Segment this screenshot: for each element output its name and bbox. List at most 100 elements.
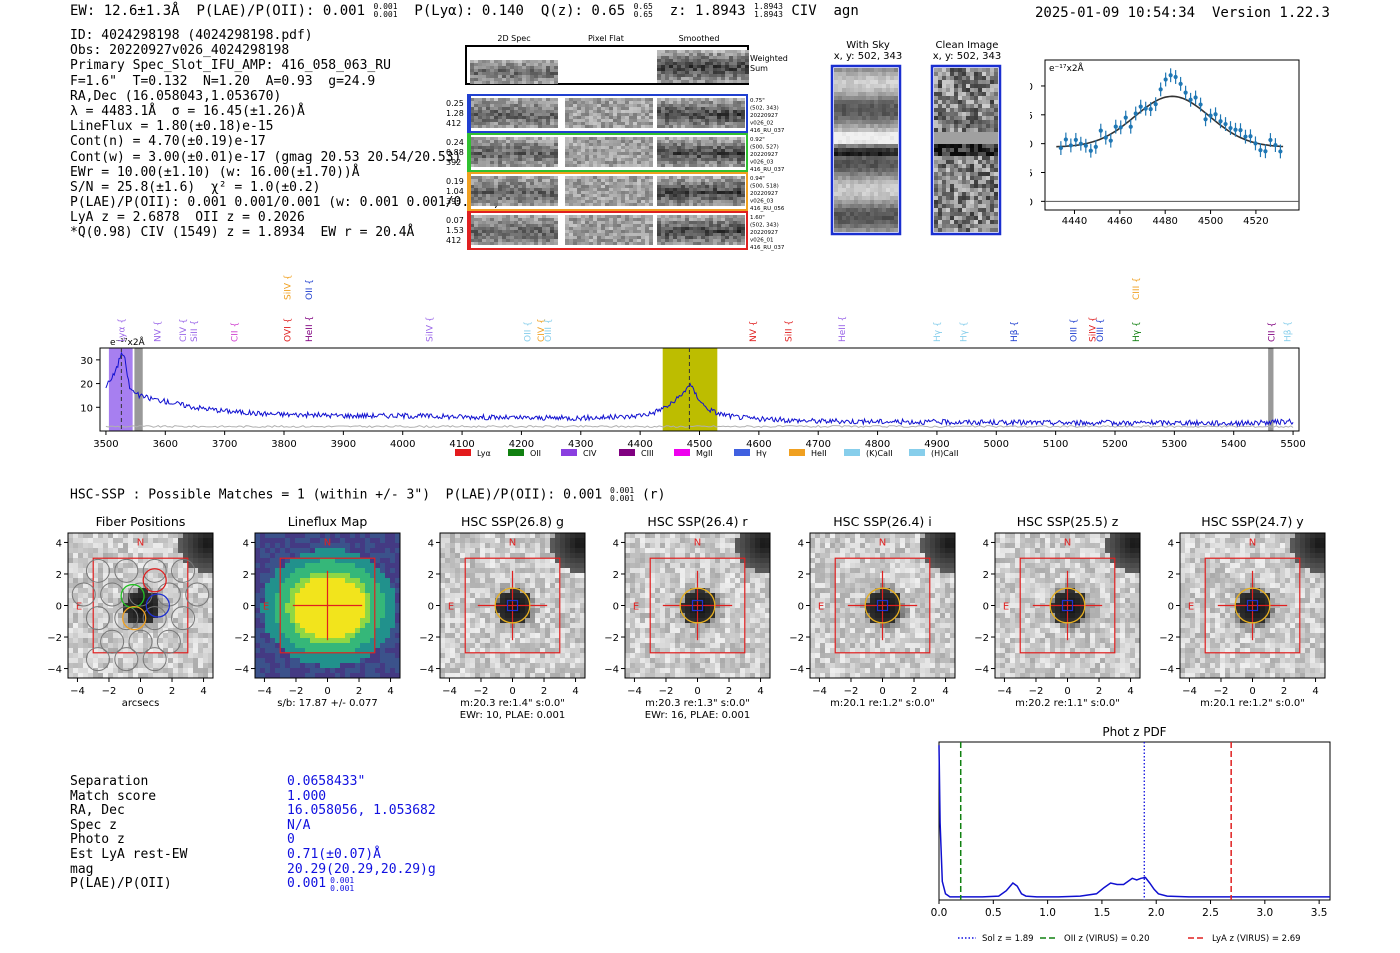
sky-pixel bbox=[886, 84, 890, 88]
sky-pixel bbox=[838, 108, 842, 112]
cutout-pixel bbox=[729, 188, 733, 191]
cutout-pixel bbox=[474, 218, 478, 221]
cutout-pixel bbox=[713, 224, 717, 227]
cutout-pixel bbox=[565, 233, 569, 236]
cutout-pixel bbox=[741, 152, 745, 155]
clean-pixel bbox=[970, 200, 974, 204]
cutout-pixel bbox=[502, 161, 506, 164]
cutout-pixel bbox=[482, 116, 486, 119]
spectra-cutouts: 2D Spec Pixel Flat SmoothedWeightedSum0.25… bbox=[446, 34, 788, 251]
header-class: agn bbox=[833, 3, 859, 19]
cutout-pixel bbox=[490, 60, 494, 63]
clean-pixel bbox=[970, 212, 974, 216]
cutout-pixel bbox=[482, 179, 486, 182]
cutout-pixel bbox=[482, 98, 486, 101]
cutout-pixel bbox=[534, 72, 538, 75]
cutout-pixel bbox=[613, 143, 617, 146]
sky-pixel bbox=[882, 72, 886, 76]
clean-pixel bbox=[958, 148, 962, 152]
cutout-pixel bbox=[721, 71, 725, 74]
cutout-pixel bbox=[709, 116, 713, 119]
cutout-pixel bbox=[661, 224, 665, 227]
sky-pixel bbox=[870, 228, 874, 232]
image-pixel bbox=[93, 558, 98, 563]
clean-pixel bbox=[950, 180, 954, 184]
cutout-pixel bbox=[546, 161, 550, 164]
image-pixel bbox=[208, 563, 213, 568]
cutout-pixel bbox=[637, 176, 641, 179]
cutout-pixel bbox=[534, 158, 538, 161]
cutout-pixel bbox=[478, 221, 482, 224]
image-pixel bbox=[68, 533, 73, 538]
cutout-pixel bbox=[673, 194, 677, 197]
cutout-pixel bbox=[506, 215, 510, 218]
sky-pixel bbox=[846, 212, 850, 216]
clean-pixel bbox=[966, 112, 970, 116]
cutout-pixel bbox=[518, 227, 522, 230]
cutout-pixel bbox=[665, 116, 669, 119]
cutout-pixel bbox=[649, 158, 653, 161]
cutout-pixel bbox=[657, 236, 661, 239]
cutout-pixel bbox=[693, 194, 697, 197]
sky-pixel bbox=[846, 188, 850, 192]
cutout-pixel bbox=[617, 107, 621, 110]
cutout-pixel bbox=[661, 152, 665, 155]
clean-pixel bbox=[962, 112, 966, 116]
cutout-pixel bbox=[657, 80, 661, 83]
cutout-pixel bbox=[625, 164, 629, 167]
sky-pixel bbox=[834, 160, 838, 164]
cutout-pixel bbox=[685, 179, 689, 182]
cutout-pixel bbox=[685, 194, 689, 197]
image-pixel bbox=[128, 548, 133, 553]
cutout-pixel bbox=[741, 230, 745, 233]
image-pixel bbox=[73, 543, 78, 548]
clean-pixel bbox=[938, 184, 942, 188]
cutout-pixel bbox=[585, 179, 589, 182]
image-pixel bbox=[158, 553, 163, 558]
cutout-row-value: 1.53 bbox=[446, 226, 464, 235]
cutout-pixel bbox=[478, 98, 482, 101]
sky-pixel bbox=[886, 208, 890, 212]
sky-pixel bbox=[874, 80, 878, 84]
cutout-pixel bbox=[510, 63, 514, 66]
cutout-pixel bbox=[629, 182, 633, 185]
cutout-pixel bbox=[697, 116, 701, 119]
clean-pixel bbox=[946, 88, 950, 92]
cutout-pixel bbox=[725, 119, 729, 122]
cutout-pixel bbox=[701, 197, 705, 200]
cutout-pixel bbox=[725, 149, 729, 152]
cutout-pixel bbox=[554, 176, 558, 179]
sky-pixel bbox=[850, 84, 854, 88]
clean-pixel bbox=[982, 192, 986, 196]
clean-pixel bbox=[958, 120, 962, 124]
clean-pixel bbox=[954, 128, 958, 132]
clean-pixel bbox=[942, 220, 946, 224]
clean-pixel bbox=[966, 68, 970, 72]
sky-pixel bbox=[862, 188, 866, 192]
cutout-pixel bbox=[494, 185, 498, 188]
clean-pixel bbox=[994, 200, 998, 204]
cutout-pixel bbox=[701, 236, 705, 239]
cutout-pixel bbox=[697, 146, 701, 149]
cutout-pixel bbox=[597, 176, 601, 179]
cutout-pixel bbox=[733, 98, 737, 101]
cutout-pixel bbox=[490, 143, 494, 146]
image-pixel bbox=[83, 553, 88, 558]
cutout-pixel bbox=[649, 179, 653, 182]
clean-pixel bbox=[962, 72, 966, 76]
cutout-pixel bbox=[482, 122, 486, 125]
sky-pixel bbox=[870, 116, 874, 120]
clean-pixel bbox=[986, 196, 990, 200]
cutout-pixel bbox=[677, 143, 681, 146]
cutout-pixel bbox=[645, 230, 649, 233]
cutout-pixel bbox=[470, 98, 474, 101]
cutout-pixel bbox=[733, 104, 737, 107]
cutout-pixel bbox=[478, 140, 482, 143]
sky-pixel bbox=[890, 144, 894, 148]
cutout-pixel bbox=[621, 119, 625, 122]
cutout-pixel bbox=[725, 137, 729, 140]
clean-pixel bbox=[982, 224, 986, 228]
cutout-pixel bbox=[737, 182, 741, 185]
clean-pixel bbox=[958, 196, 962, 200]
sky-pixel bbox=[846, 80, 850, 84]
